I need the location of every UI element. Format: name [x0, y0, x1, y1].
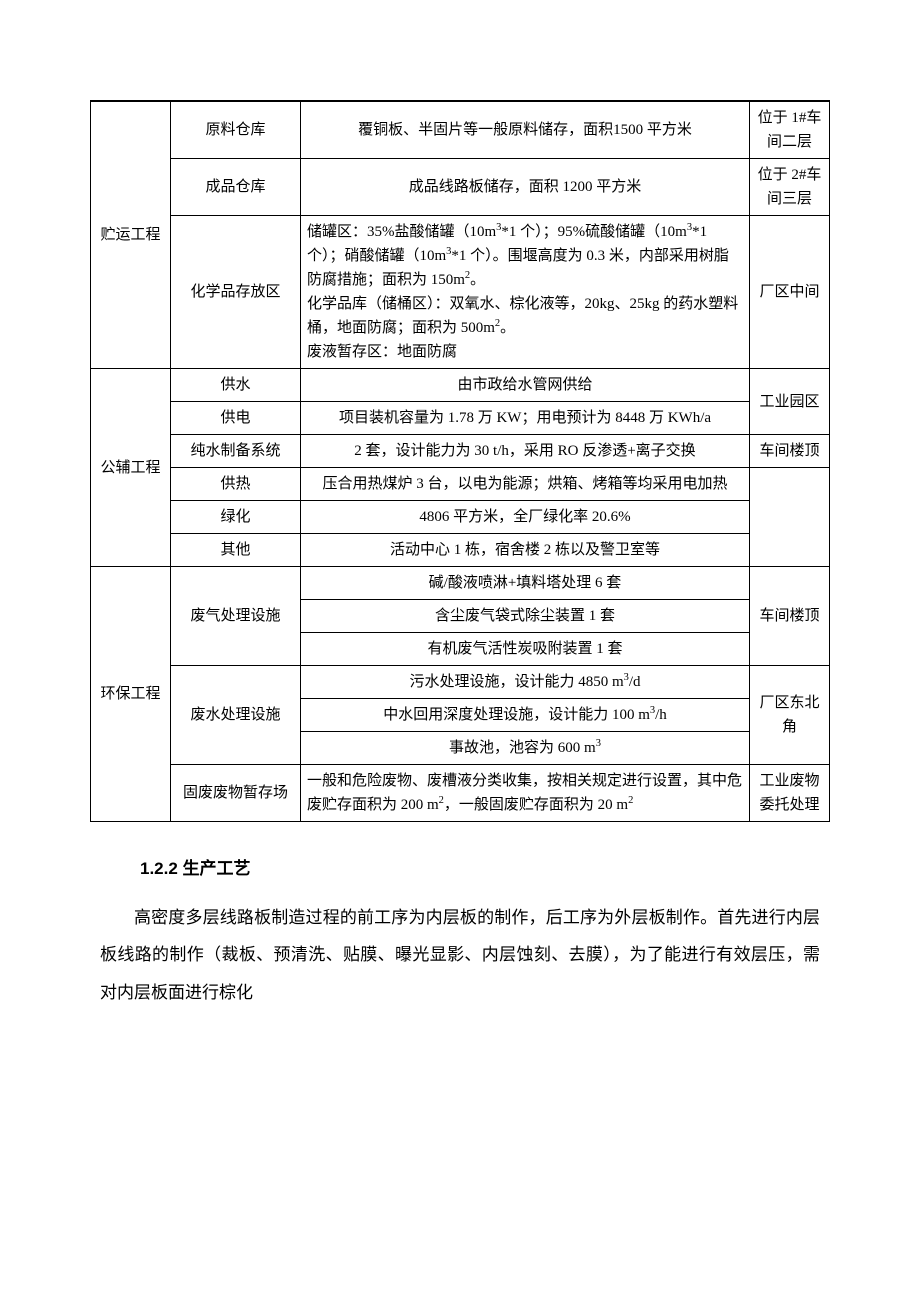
table-row: 其他活动中心 1 栋，宿舍楼 2 栋以及警卫室等: [91, 534, 830, 567]
item-cell: 废水处理设施: [171, 666, 301, 765]
table-row: 化学品存放区储罐区：35%盐酸储罐（10m3*1 个）；95%硫酸储罐（10m3…: [91, 216, 830, 369]
description-cell: 污水处理设施，设计能力 4850 m3/d: [301, 666, 750, 699]
description-cell: 4806 平方米，全厂绿化率 20.6%: [301, 501, 750, 534]
engineering-table: 贮运工程原料仓库覆铜板、半固片等一般原料储存，面积1500 平方米位于 1#车间…: [90, 100, 830, 822]
body-paragraph: 高密度多层线路板制造过程的前工序为内层板的制作，后工序为外层板制作。首先进行内层…: [100, 899, 820, 1011]
description-cell: 含尘废气袋式除尘装置 1 套: [301, 600, 750, 633]
item-cell: 固废废物暂存场: [171, 765, 301, 822]
item-cell: 其他: [171, 534, 301, 567]
location-cell: [750, 468, 830, 567]
item-cell: 供热: [171, 468, 301, 501]
table-row: 固废废物暂存场一般和危险废物、废槽液分类收集，按相关规定进行设置，其中危废贮存面…: [91, 765, 830, 822]
description-cell: 活动中心 1 栋，宿舍楼 2 栋以及警卫室等: [301, 534, 750, 567]
location-cell: 工业园区: [750, 369, 830, 435]
description-cell: 事故池，池容为 600 m3: [301, 732, 750, 765]
item-cell: 供电: [171, 402, 301, 435]
section-heading: 1.2.2 生产工艺: [140, 854, 830, 879]
description-cell: 成品线路板储存，面积 1200 平方米: [301, 159, 750, 216]
category-cell: 环保工程: [91, 567, 171, 822]
table-row: 供电项目装机容量为 1.78 万 KW；用电预计为 8448 万 KWh/a: [91, 402, 830, 435]
description-cell: 中水回用深度处理设施，设计能力 100 m3/h: [301, 699, 750, 732]
description-cell: 2 套，设计能力为 30 t/h，采用 RO 反渗透+离子交换: [301, 435, 750, 468]
location-cell: 厂区东北角: [750, 666, 830, 765]
category-cell: 公辅工程: [91, 369, 171, 567]
description-cell: 覆铜板、半固片等一般原料储存，面积1500 平方米: [301, 101, 750, 159]
table-row: 公辅工程供水由市政给水管网供给工业园区: [91, 369, 830, 402]
description-cell: 有机废气活性炭吸附装置 1 套: [301, 633, 750, 666]
item-cell: 化学品存放区: [171, 216, 301, 369]
description-cell: 由市政给水管网供给: [301, 369, 750, 402]
table-row: 环保工程废气处理设施碱/酸液喷淋+填料塔处理 6 套车间楼顶: [91, 567, 830, 600]
item-cell: 废气处理设施: [171, 567, 301, 666]
table-row: 成品仓库成品线路板储存，面积 1200 平方米位于 2#车间三层: [91, 159, 830, 216]
location-cell: 工业废物委托处理: [750, 765, 830, 822]
item-cell: 成品仓库: [171, 159, 301, 216]
table-row: 供热压合用热煤炉 3 台，以电为能源；烘箱、烤箱等均采用电加热: [91, 468, 830, 501]
table-row: 纯水制备系统2 套，设计能力为 30 t/h，采用 RO 反渗透+离子交换车间楼…: [91, 435, 830, 468]
table-row: 绿化4806 平方米，全厂绿化率 20.6%: [91, 501, 830, 534]
description-cell: 压合用热煤炉 3 台，以电为能源；烘箱、烤箱等均采用电加热: [301, 468, 750, 501]
item-cell: 纯水制备系统: [171, 435, 301, 468]
item-cell: 绿化: [171, 501, 301, 534]
item-cell: 供水: [171, 369, 301, 402]
location-cell: 厂区中间: [750, 216, 830, 369]
table-row: 废水处理设施污水处理设施，设计能力 4850 m3/d厂区东北角: [91, 666, 830, 699]
description-cell: 一般和危险废物、废槽液分类收集，按相关规定进行设置，其中危废贮存面积为 200 …: [301, 765, 750, 822]
location-cell: 位于 1#车间二层: [750, 101, 830, 159]
description-cell: 储罐区：35%盐酸储罐（10m3*1 个）；95%硫酸储罐（10m3*1 个）；…: [301, 216, 750, 369]
location-cell: 位于 2#车间三层: [750, 159, 830, 216]
category-cell: 贮运工程: [91, 101, 171, 369]
item-cell: 原料仓库: [171, 101, 301, 159]
location-cell: 车间楼顶: [750, 567, 830, 666]
table-row: 贮运工程原料仓库覆铜板、半固片等一般原料储存，面积1500 平方米位于 1#车间…: [91, 101, 830, 159]
description-cell: 项目装机容量为 1.78 万 KW；用电预计为 8448 万 KWh/a: [301, 402, 750, 435]
location-cell: 车间楼顶: [750, 435, 830, 468]
description-cell: 碱/酸液喷淋+填料塔处理 6 套: [301, 567, 750, 600]
